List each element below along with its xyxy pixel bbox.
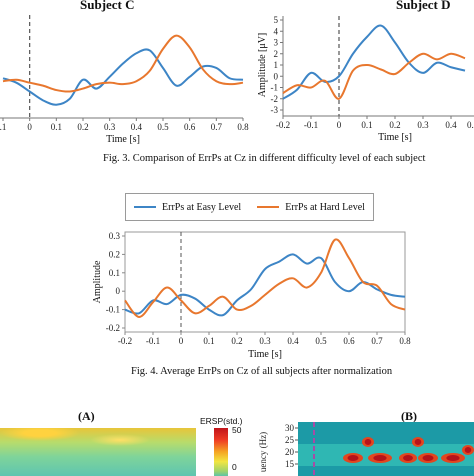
average-x-tick-label: 0.7	[371, 336, 383, 346]
subject-c-series-hard-line	[2, 34, 244, 93]
average-y-tick-label: -0.2	[106, 323, 120, 333]
panel-b-label: (B)	[401, 409, 417, 423]
average-x-tick-label: 0.5	[315, 336, 327, 346]
subject-d-series-easy-line	[282, 24, 466, 100]
panel-b-heat-core	[347, 455, 359, 461]
ersp-heatmap-a	[0, 428, 196, 476]
subject-d-x-tick-label: 0.2	[389, 120, 400, 130]
subject-d-x-tick-label: 0.4	[445, 120, 457, 130]
subject-c-x-tick-label: 0.6	[184, 122, 196, 132]
average-errp-chart: 0.3 0.2 0.1 0 -0.1 -0.2 -0.2 -0.1 0 0.1 0.2 0.3 0.4 0…	[92, 231, 411, 360]
legend-easy: ErrPs at Easy Level	[134, 202, 241, 213]
average-y-tick-label: 0.1	[109, 268, 120, 278]
colorbar	[214, 428, 228, 476]
average-x-tick-label: -0.2	[118, 336, 132, 346]
subject-c-x-tick-label: .1	[0, 122, 6, 132]
colorbar-title: ERSP(std.)	[200, 416, 243, 426]
average-y-tick-label: 0.2	[109, 249, 120, 259]
legend-hard-swatch	[257, 206, 280, 208]
panel-b-y-tick-label: 30	[285, 423, 295, 433]
panel-b-heat-core	[446, 455, 460, 461]
subject-c-x-tick-label: 0.8	[237, 122, 249, 132]
subject-d-y-tick-label: -3	[271, 105, 279, 115]
average-x-tick-label: 0.1	[203, 336, 214, 346]
subject-d-y-tick-label: 1	[274, 60, 279, 70]
subject-d-x-axis-title: Time [s]	[378, 132, 412, 143]
legend-easy-label: ErrPs at Easy Level	[162, 201, 242, 213]
subject-d-y-tick-label: 2	[274, 49, 279, 59]
panel-a-label: (A)	[78, 409, 95, 423]
average-x-tick-label: 0.6	[343, 336, 355, 346]
legend-easy-swatch	[134, 206, 157, 208]
subject-d-y-tick-label: -2	[271, 94, 279, 104]
subject-d-y-tick-label: 5	[274, 15, 279, 25]
panel-b-heat-core	[414, 439, 422, 445]
average-x-tick-label: 0.2	[231, 336, 242, 346]
average-x-tick-label: 0	[179, 336, 184, 346]
legend: ErrPs at Easy Level ErrPs at Hard Level	[125, 193, 374, 221]
subject-c-title: Subject C	[80, 0, 135, 12]
colorbar-mid: 0	[232, 462, 237, 472]
panel-b-y-tick-label: 15	[285, 459, 295, 469]
subject-c-x-axis-title: Time [s]	[106, 134, 140, 145]
subject-c-x-tick-label: 0.5	[157, 122, 169, 132]
average-x-tick-label: 0.3	[259, 336, 271, 346]
average-y-tick-label: 0.3	[109, 231, 121, 241]
average-x-axis-title: Time [s]	[248, 349, 282, 360]
average-y-tick-label: 0	[116, 286, 121, 296]
subject-c-x-tick-label: 0.1	[51, 122, 62, 132]
average-y-tick-label: -0.1	[106, 305, 120, 315]
subject-c-x-tick-label: 0.4	[131, 122, 143, 132]
average-series-easy-line	[124, 253, 406, 317]
subject-c-chart: .1 0 0.1 0.2 0.3 0.4 0.5 0.6 0.7 0.8 Time [s]	[0, 15, 249, 145]
subject-c-x-tick-label: 0.7	[211, 122, 223, 132]
subject-d-x-tick-label: -0.1	[304, 120, 318, 130]
average-x-tick-label: 0.8	[399, 336, 411, 346]
subject-d-y-tick-label: 4	[274, 26, 279, 36]
colorbar-max: 50	[232, 425, 242, 435]
subject-d-y-tick-label: 3	[274, 38, 279, 48]
subject-d-series-hard-line	[282, 52, 466, 100]
average-x-tick-label: 0.4	[287, 336, 299, 346]
average-y-axis-title: Amplitude	[92, 260, 103, 303]
subject-d-x-tick-label: 0.1	[361, 120, 372, 130]
subject-d-x-tick-label: 0	[337, 120, 342, 130]
subject-d-x-tick-label: 0.3	[417, 120, 429, 130]
average-series-hard-line	[124, 238, 406, 318]
ersp-heatmap-b: uency (Hz) 30 25 20 15	[258, 422, 474, 476]
panel-b-heat-core	[403, 455, 413, 461]
fig3-caption: Fig. 3. Comparison of ErrPs at Cz in dif…	[103, 153, 426, 164]
panel-b-y-axis-title: uency (Hz)	[258, 432, 268, 472]
subject-c-x-tick-label: 0	[27, 122, 32, 132]
fig4-caption: Fig. 4. Average ErrPs on Cz of all subje…	[131, 366, 393, 377]
subject-c-x-tick-label: 0.3	[104, 122, 116, 132]
panel-b-y-tick-label: 25	[285, 435, 295, 445]
subject-d-y-tick-label: -1	[271, 83, 279, 93]
panel-b-heat-core	[422, 455, 434, 461]
average-x-tick-label: -0.1	[146, 336, 160, 346]
subject-c-x-tick-label: 0.2	[77, 122, 88, 132]
subject-c-series-easy-line	[2, 48, 244, 106]
subject-d-x-tick-label: -0.2	[276, 120, 290, 130]
panel-b-y-tick-label: 20	[285, 447, 295, 457]
panel-b-heat-core	[364, 439, 372, 445]
panel-b-heat-core	[373, 455, 387, 461]
subject-d-x-tick-label-clipped: 0.	[467, 120, 474, 130]
legend-hard: ErrPs at Hard Level	[257, 202, 365, 213]
subject-d-title: Subject D	[396, 0, 451, 12]
panel-b-heat-core	[464, 447, 472, 453]
subject-d-y-tick-label: 0	[274, 71, 279, 81]
subject-d-y-axis-title: Amplitude [μV]	[257, 33, 268, 98]
legend-hard-label: ErrPs at Hard Level	[285, 201, 365, 213]
